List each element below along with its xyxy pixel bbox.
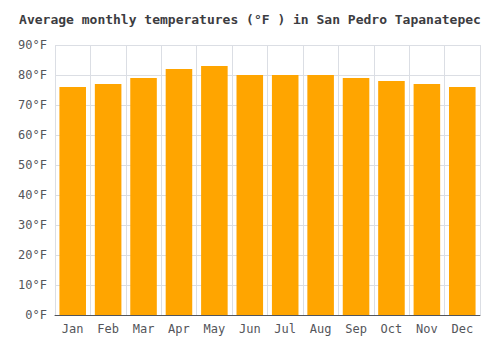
svg-text:Mar: Mar xyxy=(133,322,155,336)
svg-text:Jan: Jan xyxy=(62,322,84,336)
svg-text:60°F: 60°F xyxy=(18,128,47,142)
svg-text:50°F: 50°F xyxy=(18,158,47,172)
svg-text:Jun: Jun xyxy=(239,322,261,336)
svg-text:Feb: Feb xyxy=(97,322,119,336)
svg-text:70°F: 70°F xyxy=(18,98,47,112)
svg-text:80°F: 80°F xyxy=(18,68,47,82)
svg-text:40°F: 40°F xyxy=(18,188,47,202)
svg-text:0°F: 0°F xyxy=(25,308,47,322)
svg-text:Average monthly temperatures (: Average monthly temperatures (°F ) in Sa… xyxy=(19,12,481,27)
svg-text:30°F: 30°F xyxy=(18,218,47,232)
svg-text:Nov: Nov xyxy=(416,322,438,336)
svg-text:Aug: Aug xyxy=(310,322,332,336)
svg-text:Sep: Sep xyxy=(345,322,367,336)
svg-text:Apr: Apr xyxy=(168,322,190,336)
svg-text:Dec: Dec xyxy=(451,322,473,336)
svg-text:10°F: 10°F xyxy=(18,278,47,292)
svg-text:90°F: 90°F xyxy=(18,38,47,52)
svg-text:Jul: Jul xyxy=(274,322,296,336)
svg-text:May: May xyxy=(204,322,226,336)
svg-text:20°F: 20°F xyxy=(18,248,47,262)
svg-text:Oct: Oct xyxy=(381,322,403,336)
